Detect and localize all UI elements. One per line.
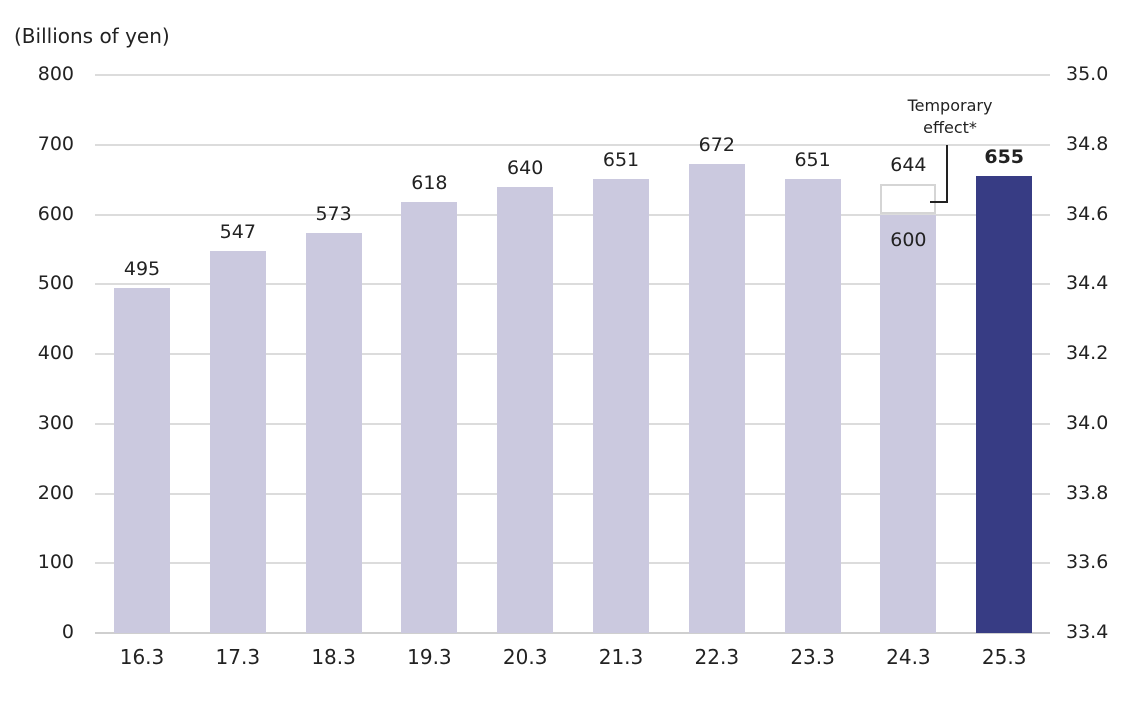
value-label: 644: [890, 153, 927, 176]
bar: [401, 201, 458, 633]
bar: [114, 287, 170, 633]
gridline: [95, 353, 1050, 355]
y2-tick-label: 34.2: [1066, 342, 1109, 364]
x-tick-label: 24.3: [886, 645, 931, 669]
x-tick-label: 22.3: [694, 645, 740, 669]
bar: [209, 251, 266, 633]
gridline: [95, 283, 1050, 286]
value-label: 655: [984, 146, 1025, 169]
y-tick-label: 200: [37, 481, 74, 504]
y2-tick-label: 34.6: [1066, 202, 1109, 225]
gridline: [95, 632, 1050, 634]
bar: [305, 233, 362, 633]
x-tick-label: 20.3: [502, 645, 548, 669]
y-tick-label: 0: [61, 621, 74, 643]
gridline: [95, 213, 1050, 216]
x-tick-label: 17.3: [215, 645, 261, 669]
y-tick-label: 500: [37, 272, 74, 295]
value-label: 618: [411, 171, 448, 194]
x-tick-label: 23.3: [790, 645, 835, 669]
y-tick-label: 400: [37, 342, 74, 364]
y2-tick-label: 34.4: [1066, 272, 1109, 295]
y2-tick-label: 33.8: [1066, 481, 1109, 504]
value-label: 547: [219, 221, 256, 244]
value-label: 651: [602, 148, 640, 171]
bar: [784, 178, 841, 633]
y-axis-unit-label: (Billions of yen): [14, 24, 170, 48]
gridline: [95, 492, 1050, 495]
y-tick-label: 300: [37, 411, 74, 434]
value-label: 640: [507, 156, 544, 179]
bar: [976, 176, 1033, 633]
x-tick-label: 21.3: [598, 645, 644, 669]
bar: [593, 178, 649, 633]
x-tick-label: 25.3: [981, 645, 1027, 669]
y-tick-label: 600: [37, 202, 74, 225]
y-tick-label: 700: [37, 132, 74, 155]
value-label: 651: [794, 148, 831, 171]
x-tick-label: 18.3: [311, 645, 356, 669]
annotation-leader-line: [946, 145, 948, 203]
temporary-effect-annotation: Temporary effect*: [907, 96, 993, 137]
value-label: 600: [890, 228, 927, 251]
y2-tick-label: 34.0: [1066, 411, 1109, 434]
value-label: 573: [315, 203, 352, 226]
value-label: 672: [698, 134, 735, 157]
y2-tick-label: 35.0: [1066, 63, 1109, 85]
bar: [497, 186, 554, 633]
annotation-leader-line: [930, 201, 948, 203]
y-tick-label: 800: [37, 63, 74, 85]
gridline: [95, 562, 1050, 565]
x-tick-label: 19.3: [407, 645, 452, 669]
y2-tick-label: 33.4: [1066, 621, 1109, 643]
gridline: [95, 74, 1050, 76]
bar: [880, 214, 937, 633]
temporary-effect-box: [880, 183, 937, 215]
y2-tick-label: 33.6: [1066, 551, 1109, 574]
value-label: 495: [123, 257, 161, 280]
x-tick-label: 16.3: [119, 645, 165, 669]
gridline: [95, 143, 1050, 146]
bar: [688, 164, 745, 633]
y2-tick-label: 34.8: [1066, 132, 1109, 155]
gridline: [95, 422, 1050, 425]
y-tick-label: 100: [37, 551, 74, 574]
